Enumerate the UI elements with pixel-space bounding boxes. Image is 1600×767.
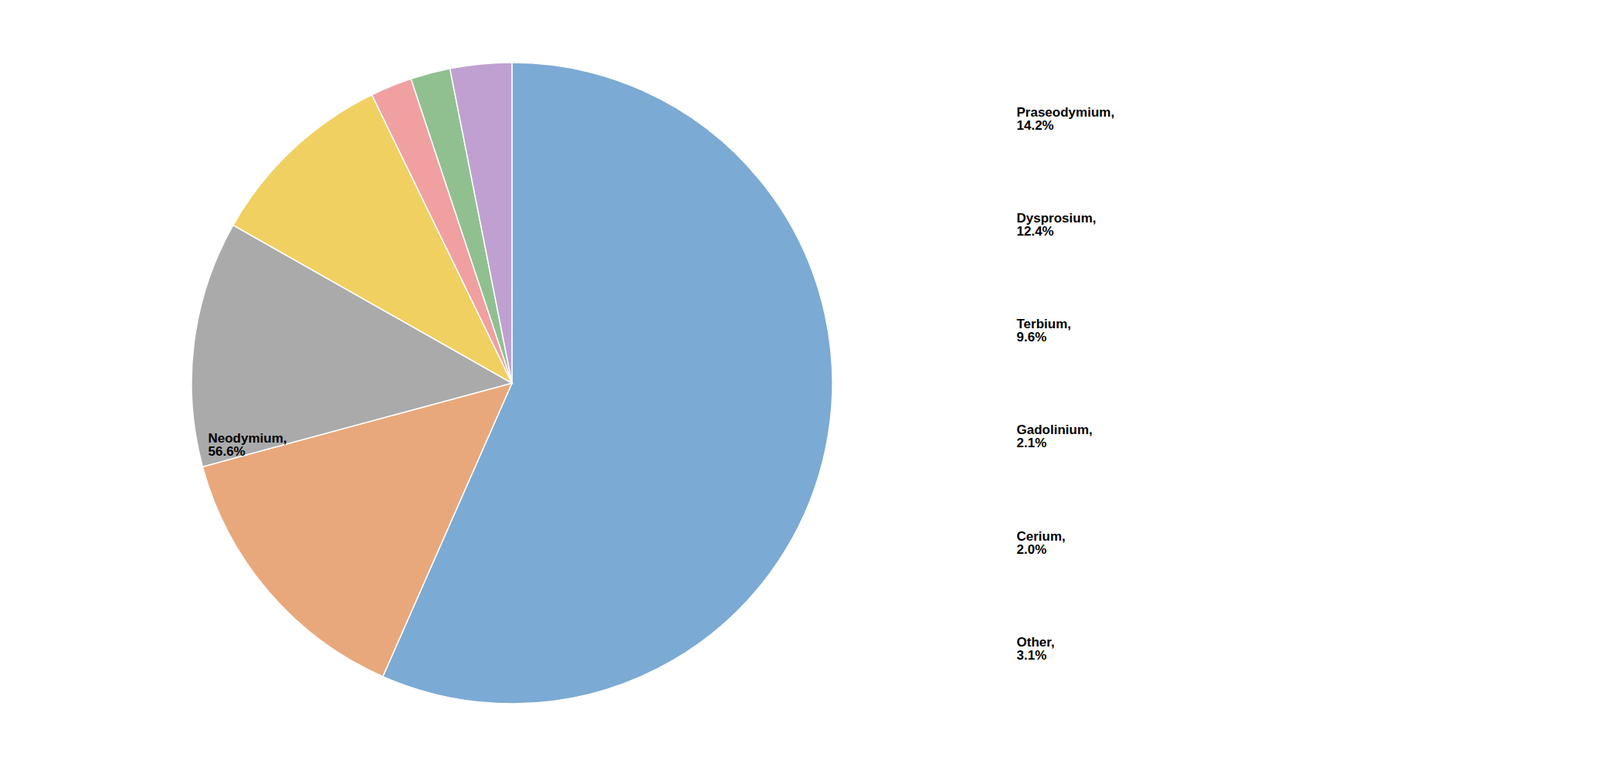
svg-text:Cerium,2.0%: Cerium,2.0% xyxy=(1016,528,1066,556)
svg-text:Praseodymium,14.2%: Praseodymium,14.2% xyxy=(1016,105,1116,133)
svg-text:Dysprosium,12.4%: Dysprosium,12.4% xyxy=(1016,210,1097,239)
svg-text:Neodymium,56.6%: Neodymium,56.6% xyxy=(208,430,288,459)
svg-text:Gadolinium,2.1%: Gadolinium,2.1% xyxy=(1016,422,1093,451)
svg-text:Other,3.1%: Other,3.1% xyxy=(1016,634,1055,663)
svg-text:Terbium,9.6%: Terbium,9.6% xyxy=(1016,316,1072,345)
